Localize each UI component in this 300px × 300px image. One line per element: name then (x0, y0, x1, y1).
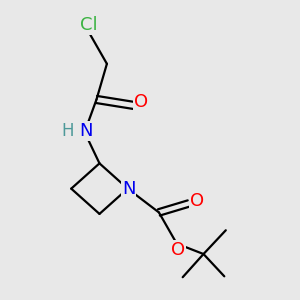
Text: N: N (122, 180, 135, 198)
Text: H: H (62, 122, 74, 140)
Text: Cl: Cl (80, 16, 98, 34)
Text: N: N (79, 122, 93, 140)
Text: O: O (171, 241, 185, 259)
Text: O: O (190, 192, 204, 210)
Text: O: O (134, 93, 148, 111)
